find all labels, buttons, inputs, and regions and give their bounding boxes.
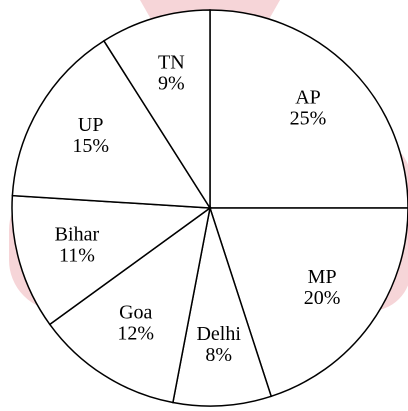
slice-label: Delhi [196, 323, 241, 345]
slice-label: AP [295, 87, 321, 109]
slice-value-label: 15% [72, 135, 109, 157]
slice-value-label: 8% [205, 344, 232, 366]
slice-value-label: 12% [117, 323, 154, 345]
slice-label: MP [308, 266, 337, 288]
slice-value-label: 11% [59, 244, 95, 266]
slice-value-label: 25% [290, 108, 327, 130]
pie-slice [208, 207, 408, 398]
slice-label: Goa [119, 302, 152, 324]
pie-slice [172, 207, 273, 407]
slice-value-label: 20% [304, 287, 341, 309]
pie-slice [209, 9, 408, 209]
slice-label: TN [158, 51, 185, 73]
slice-label: UP [78, 114, 104, 136]
slice-label: Bihar [55, 223, 100, 245]
pie-slice [48, 206, 212, 404]
pie-slice [11, 39, 212, 209]
pie-slice [11, 194, 213, 326]
slice-value-label: 9% [158, 72, 185, 94]
pie-slice [102, 9, 211, 211]
